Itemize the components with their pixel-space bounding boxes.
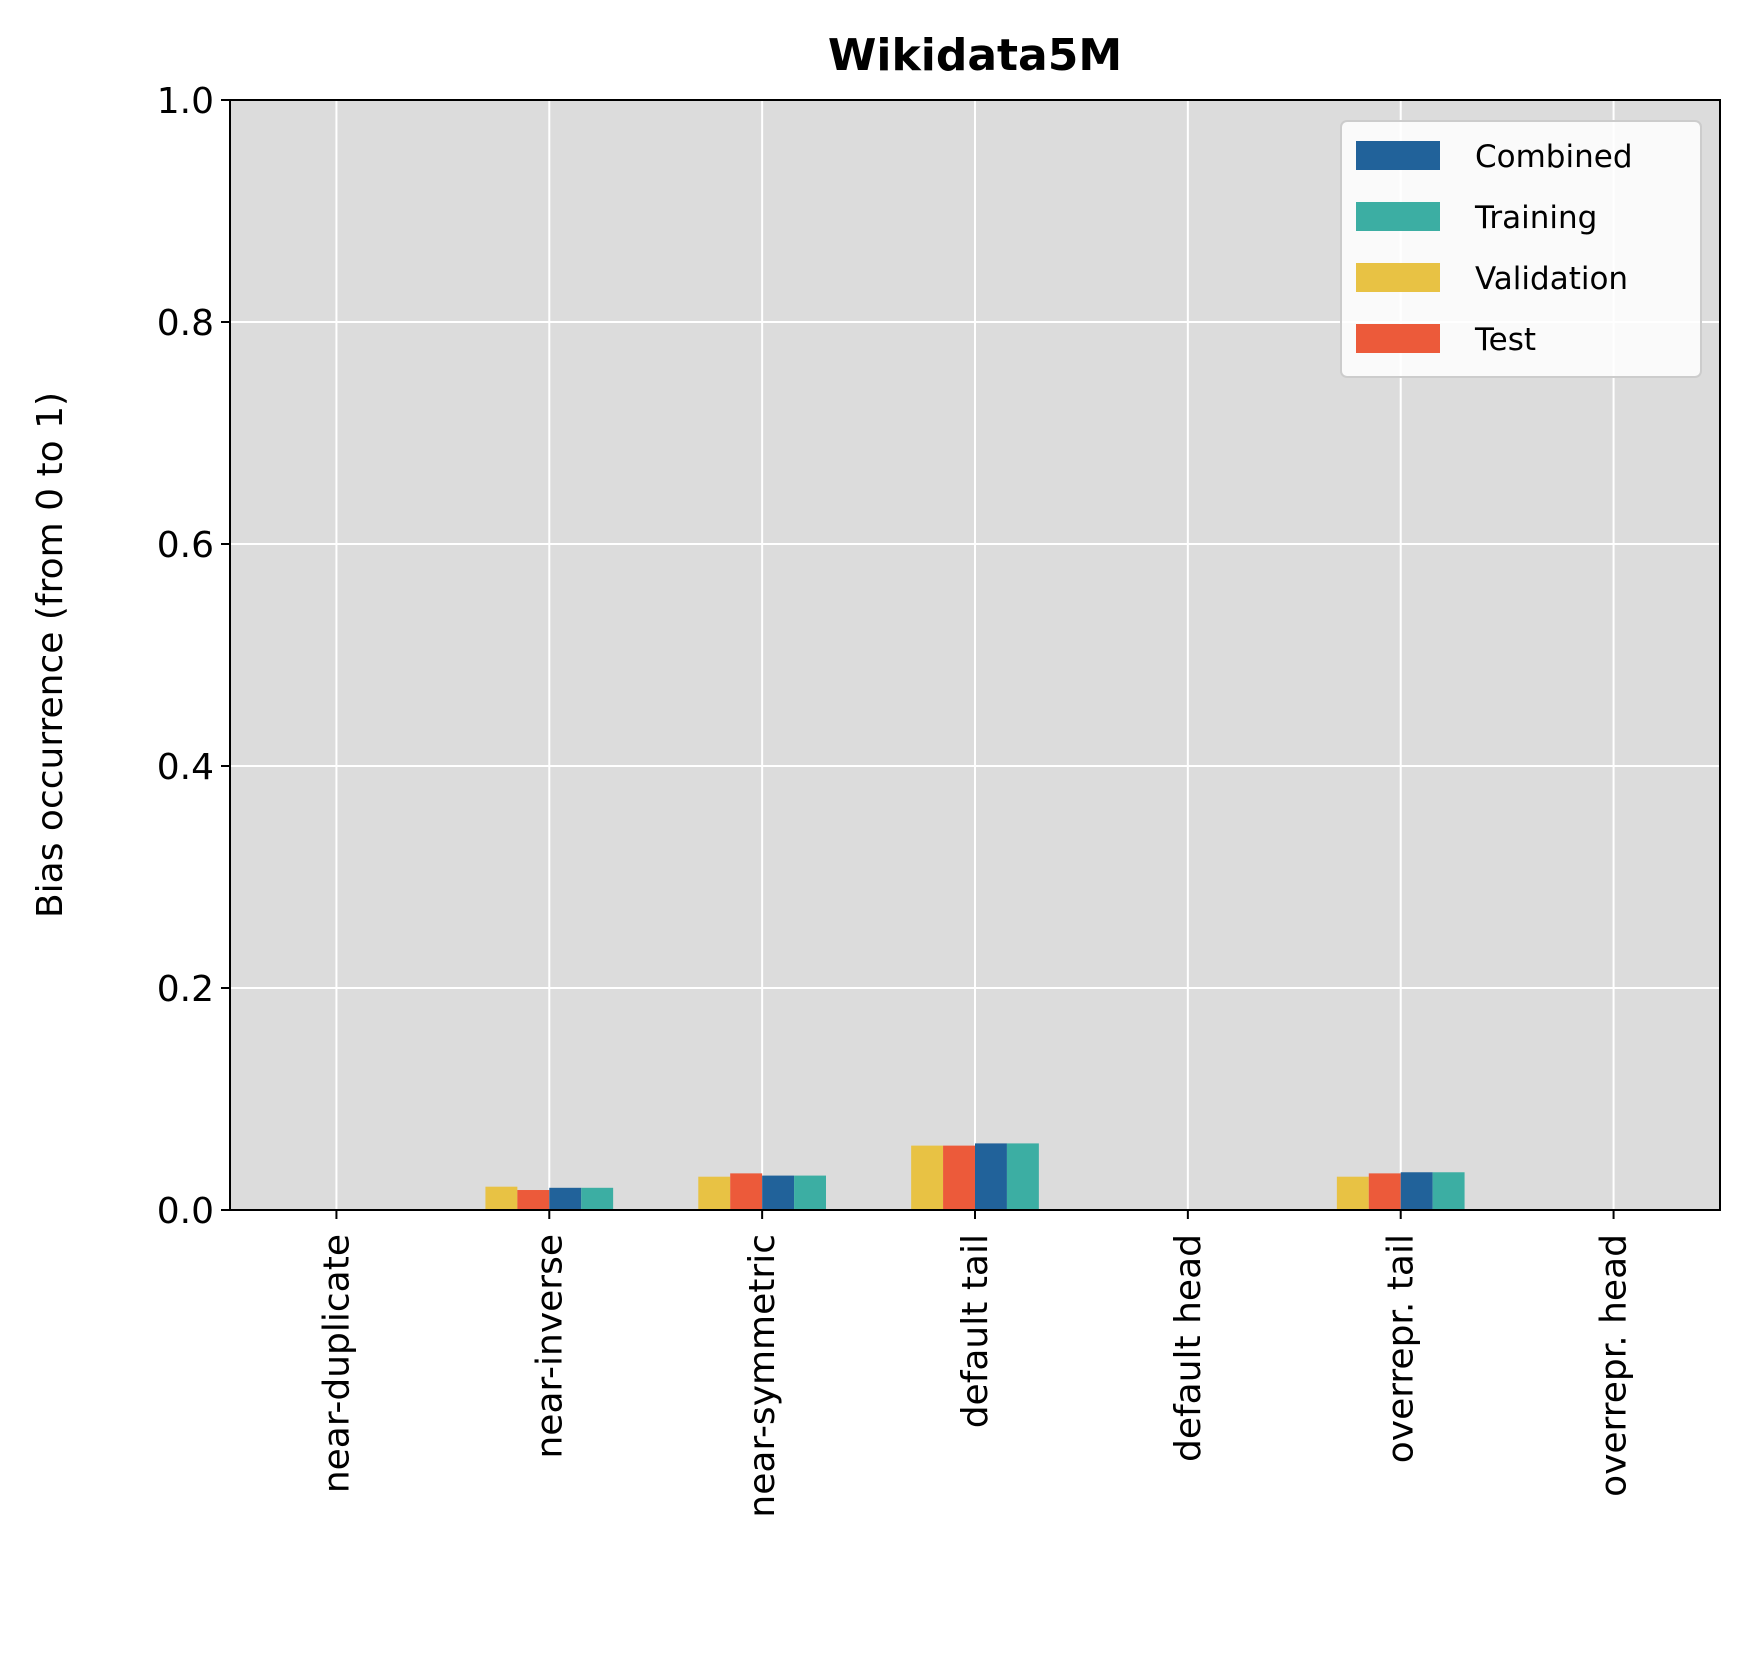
bar-combined bbox=[975, 1143, 1007, 1210]
bar-test bbox=[1368, 1173, 1401, 1210]
bar-training bbox=[581, 1187, 614, 1210]
bar-combined bbox=[762, 1175, 795, 1210]
x-tick-label: default head bbox=[1168, 1234, 1209, 1462]
bar-training bbox=[794, 1175, 826, 1210]
legend-label: Test bbox=[1474, 322, 1536, 358]
bar-combined bbox=[1400, 1172, 1433, 1210]
y-tick-label: 0.4 bbox=[157, 747, 214, 788]
y-tick-label: 0.2 bbox=[157, 969, 214, 1010]
x-tick-label: near-inverse bbox=[529, 1234, 570, 1459]
legend-swatch bbox=[1356, 263, 1440, 292]
bar-test bbox=[730, 1173, 763, 1210]
bar-training bbox=[1432, 1172, 1465, 1210]
x-tick-label: near-symmetric bbox=[742, 1234, 783, 1518]
y-axis-label: Bias occurrence (from 0 to 1) bbox=[30, 392, 71, 918]
legend-swatch bbox=[1356, 324, 1440, 353]
bars bbox=[485, 1143, 1465, 1210]
legend-label: Validation bbox=[1475, 261, 1628, 297]
grid bbox=[230, 99, 1720, 1211]
bar-test bbox=[943, 1145, 975, 1210]
y-tick-label: 0.6 bbox=[157, 525, 214, 566]
y-tick-label: 0.0 bbox=[157, 1191, 214, 1232]
chart-title: Wikidata5M bbox=[828, 30, 1122, 81]
legend-label: Training bbox=[1474, 200, 1597, 236]
legend-box bbox=[1340, 120, 1702, 378]
x-tick-label: overrepr. tail bbox=[1381, 1234, 1422, 1463]
bar-validation bbox=[698, 1176, 731, 1210]
bar-validation bbox=[911, 1145, 944, 1210]
bar-test bbox=[517, 1190, 550, 1210]
axis-ticks: 0.0 0.2 0.4 0.6 0.8 1.0 near-duplicate near-inv… bbox=[157, 81, 1635, 1518]
legend-swatch bbox=[1356, 202, 1440, 231]
bar-combined bbox=[549, 1187, 582, 1210]
x-tick-label: overrepr. head bbox=[1594, 1234, 1635, 1497]
legend: Combined Training Validation Test bbox=[1340, 120, 1702, 378]
legend-swatch bbox=[1356, 141, 1440, 170]
legend-label: Combined bbox=[1475, 139, 1633, 175]
bar-validation bbox=[1336, 1176, 1369, 1210]
y-tick-label: 1.0 bbox=[157, 81, 214, 122]
y-tick-label: 0.8 bbox=[157, 303, 214, 344]
bar-validation bbox=[485, 1186, 518, 1210]
x-tick-label: near-duplicate bbox=[316, 1234, 357, 1493]
bar-training bbox=[1006, 1143, 1039, 1210]
x-tick-label: default tail bbox=[955, 1234, 996, 1428]
